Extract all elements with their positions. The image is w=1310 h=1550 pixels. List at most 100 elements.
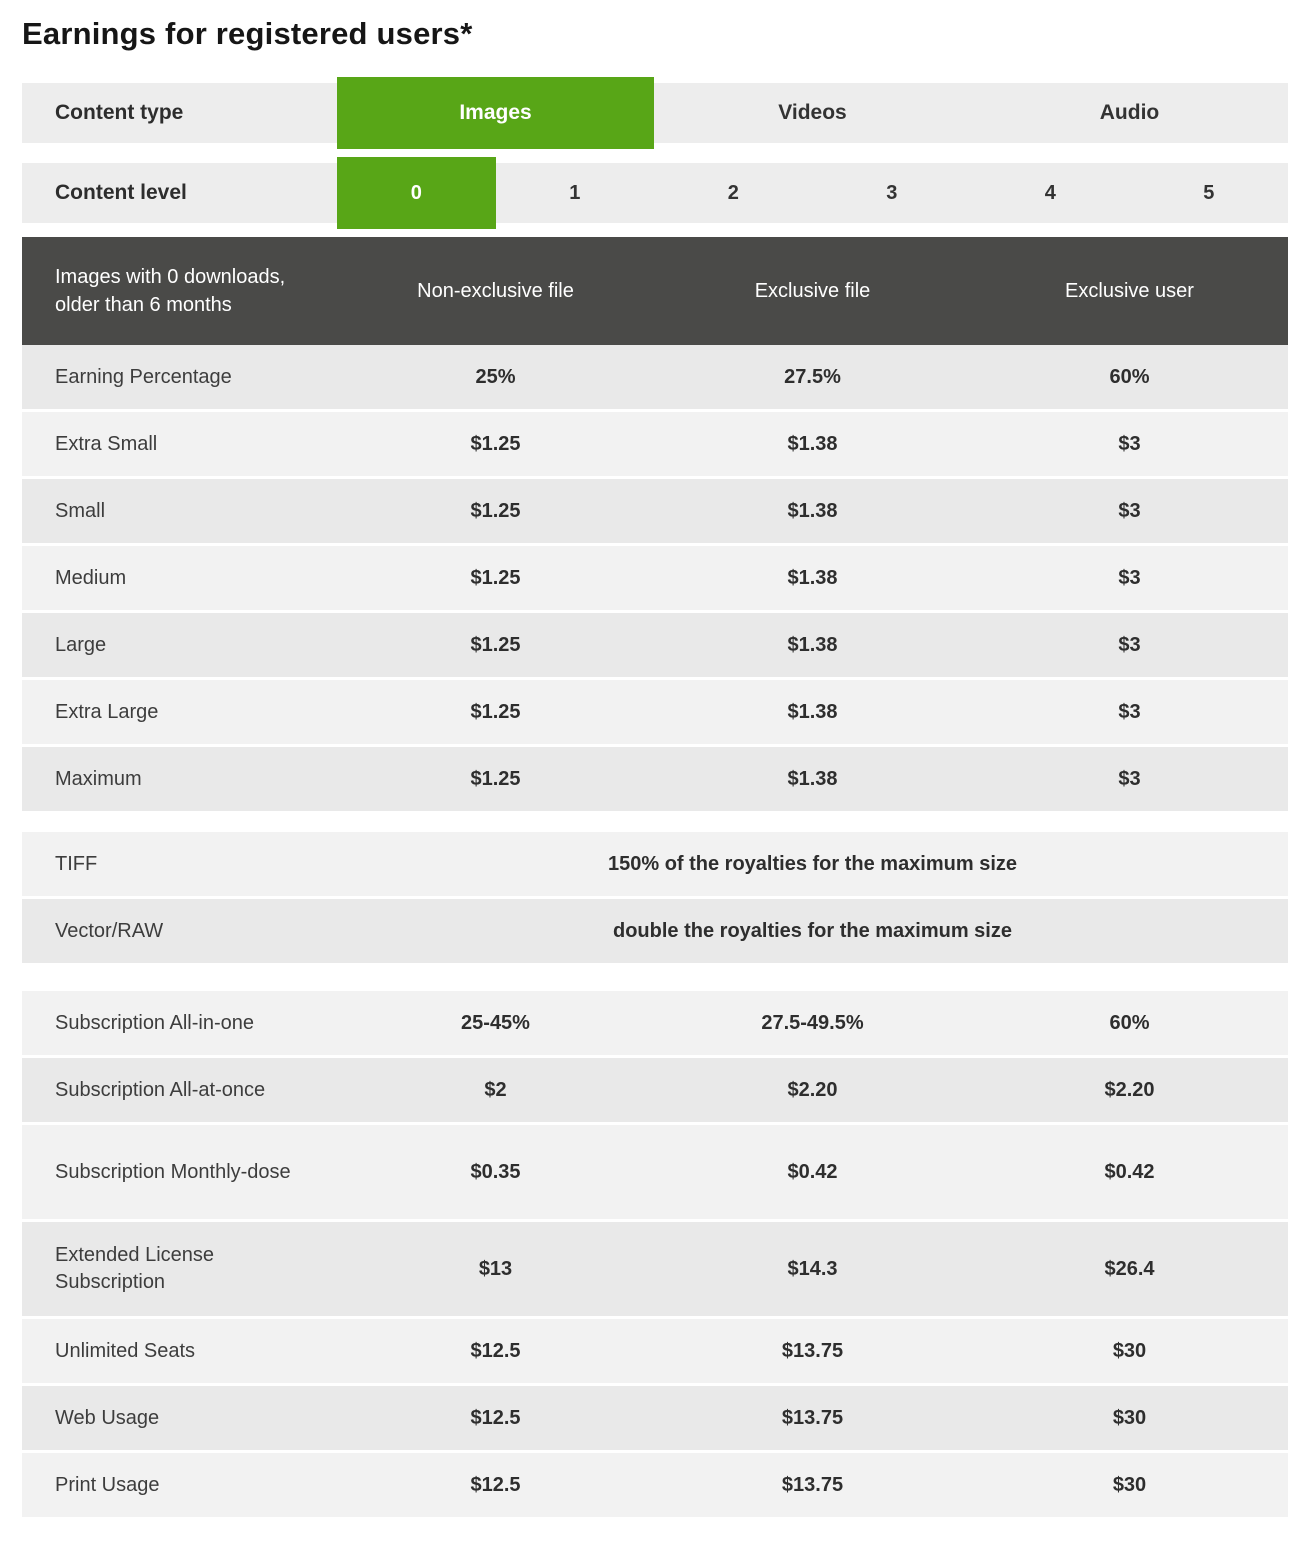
value-non-exclusive: $12.5 [470, 1473, 521, 1496]
value-exclusive-file: $13.75 [781, 1406, 844, 1429]
value-exclusive-file: $1.38 [787, 767, 838, 790]
row-label: Subscription Monthly-dose [55, 1160, 291, 1183]
value-exclusive-file: $1.38 [787, 633, 838, 656]
table-row: Print Usage $12.5 $13.75 $30 [22, 1453, 1288, 1517]
content-level-label: Content level [55, 181, 187, 204]
content-level-tabs: 0 1 2 3 4 5 [337, 157, 1288, 229]
tab-audio[interactable]: Audio [1099, 101, 1160, 124]
value-exclusive-file: $1.38 [787, 566, 838, 589]
table-row: Small $1.25 $1.38 $3 [22, 479, 1288, 543]
row-label: Large [55, 633, 107, 656]
value-exclusive-user: $30 [1112, 1339, 1147, 1362]
value-exclusive-user: $30 [1112, 1473, 1147, 1496]
value-non-exclusive: $1.25 [470, 432, 521, 455]
row-label: Earning Percentage [55, 365, 232, 388]
column-exclusive-file: Exclusive file [754, 279, 871, 302]
level-1[interactable]: 1 [569, 181, 581, 204]
value-non-exclusive: 25% [475, 365, 516, 388]
column-non-exclusive-file: Non-exclusive file [417, 279, 574, 302]
row-label: Extra Small [55, 432, 158, 455]
table-row: Subscription Monthly-dose $0.35 $0.42 $0… [22, 1125, 1288, 1219]
table-row: Extra Small $1.25 $1.38 $3 [22, 412, 1288, 476]
value-exclusive-file: $1.38 [787, 700, 838, 723]
value-exclusive-file: 27.5-49.5% [761, 1011, 864, 1034]
tab-videos[interactable]: Videos [778, 101, 847, 124]
row-label: Web Usage [55, 1406, 160, 1429]
value-non-exclusive: $13 [478, 1257, 513, 1280]
value-exclusive-file: $1.38 [787, 499, 838, 522]
table-row: Unlimited Seats $12.5 $13.75 $30 [22, 1319, 1288, 1383]
level-5[interactable]: 5 [1203, 181, 1215, 204]
value-exclusive-file: 27.5% [784, 365, 841, 388]
value-non-exclusive: $1.25 [470, 700, 521, 723]
table-row: Web Usage $12.5 $13.75 $30 [22, 1386, 1288, 1450]
row-label: Maximum [55, 767, 142, 790]
row-label: Small [55, 499, 106, 522]
row-label: Vector/RAW [55, 919, 164, 942]
content-type-label: Content type [55, 101, 184, 124]
value-exclusive-user: $3 [1118, 767, 1141, 790]
format-rows-section: TIFF 150% of the royalties for the maxim… [22, 832, 1288, 963]
value-non-exclusive: $1.25 [470, 499, 521, 522]
value-exclusive-user: 60% [1109, 1011, 1150, 1034]
value-exclusive-file: $0.42 [787, 1160, 838, 1183]
tab-images[interactable]: Images [337, 77, 654, 149]
value-non-exclusive: $0.35 [470, 1160, 521, 1183]
value-exclusive-file: $2.20 [787, 1078, 838, 1101]
value-exclusive-user: $26.4 [1104, 1257, 1155, 1280]
value-non-exclusive: $1.25 [470, 767, 521, 790]
content-type-tabs: Images Videos Audio [337, 77, 1288, 149]
value-exclusive-user: $3 [1118, 566, 1141, 589]
content-level-selector: Content level 0 1 2 3 4 5 [22, 157, 1288, 229]
table-row: Maximum $1.25 $1.38 $3 [22, 747, 1288, 811]
row-label: Extra Large [55, 700, 159, 723]
format-rule-value: double the royalties for the maximum siz… [613, 919, 1012, 942]
level-0[interactable]: 0 [337, 157, 496, 229]
table-header-row-label: Images with 0 downloads, older than 6 mo… [55, 266, 286, 316]
value-exclusive-user: $3 [1118, 499, 1141, 522]
content-type-selector: Content type Images Videos Audio [22, 77, 1288, 149]
value-exclusive-file: $13.75 [781, 1473, 844, 1496]
value-exclusive-user: $30 [1112, 1406, 1147, 1429]
row-label: Subscription All-in-one [55, 1011, 254, 1034]
value-exclusive-file: $14.3 [787, 1257, 838, 1280]
row-label: Subscription All-at-once [55, 1078, 266, 1101]
table-row: Vector/RAW double the royalties for the … [22, 899, 1288, 963]
table-row: Subscription All-in-one 25-45% 27.5-49.5… [22, 991, 1288, 1055]
value-exclusive-user: $3 [1118, 432, 1141, 455]
license-rows-section: Subscription All-in-one 25-45% 27.5-49.5… [22, 991, 1288, 1517]
value-exclusive-user: $3 [1118, 700, 1141, 723]
size-rows-section: Earning Percentage 25% 27.5% 60% Extra S… [22, 345, 1288, 811]
table-header: Images with 0 downloads, older than 6 mo… [22, 237, 1288, 345]
value-exclusive-user: $2.20 [1104, 1078, 1155, 1101]
table-row: Extended License Subscription $13 $14.3 … [22, 1222, 1288, 1316]
level-4[interactable]: 4 [1044, 181, 1056, 204]
row-label: Unlimited Seats [55, 1339, 196, 1362]
value-exclusive-user: 60% [1109, 365, 1150, 388]
table-row: Large $1.25 $1.38 $3 [22, 613, 1288, 677]
row-label: TIFF [55, 852, 98, 875]
value-non-exclusive: $1.25 [470, 566, 521, 589]
level-3[interactable]: 3 [886, 181, 898, 204]
value-exclusive-user: $0.42 [1104, 1160, 1155, 1183]
row-label: Print Usage [55, 1473, 160, 1496]
table-row: Subscription All-at-once $2 $2.20 $2.20 [22, 1058, 1288, 1122]
row-label: Extended License Subscription [55, 1244, 215, 1293]
page-title: Earnings for registered users* [22, 16, 473, 51]
table-row: TIFF 150% of the royalties for the maxim… [22, 832, 1288, 896]
value-exclusive-user: $3 [1118, 633, 1141, 656]
table-row: Earning Percentage 25% 27.5% 60% [22, 345, 1288, 409]
column-exclusive-user: Exclusive user [1065, 279, 1194, 302]
value-non-exclusive: $2 [484, 1078, 507, 1101]
table-row: Medium $1.25 $1.38 $3 [22, 546, 1288, 610]
value-non-exclusive: $12.5 [470, 1339, 521, 1362]
level-2[interactable]: 2 [727, 181, 739, 204]
value-exclusive-file: $13.75 [781, 1339, 844, 1362]
value-non-exclusive: $1.25 [470, 633, 521, 656]
format-rule-value: 150% of the royalties for the maximum si… [607, 852, 1018, 875]
value-non-exclusive: $12.5 [470, 1406, 521, 1429]
value-non-exclusive: 25-45% [461, 1011, 530, 1034]
value-exclusive-file: $1.38 [787, 432, 838, 455]
earnings-page: Earnings for registered users* Content t… [0, 14, 1310, 1517]
table-row: Extra Large $1.25 $1.38 $3 [22, 680, 1288, 744]
